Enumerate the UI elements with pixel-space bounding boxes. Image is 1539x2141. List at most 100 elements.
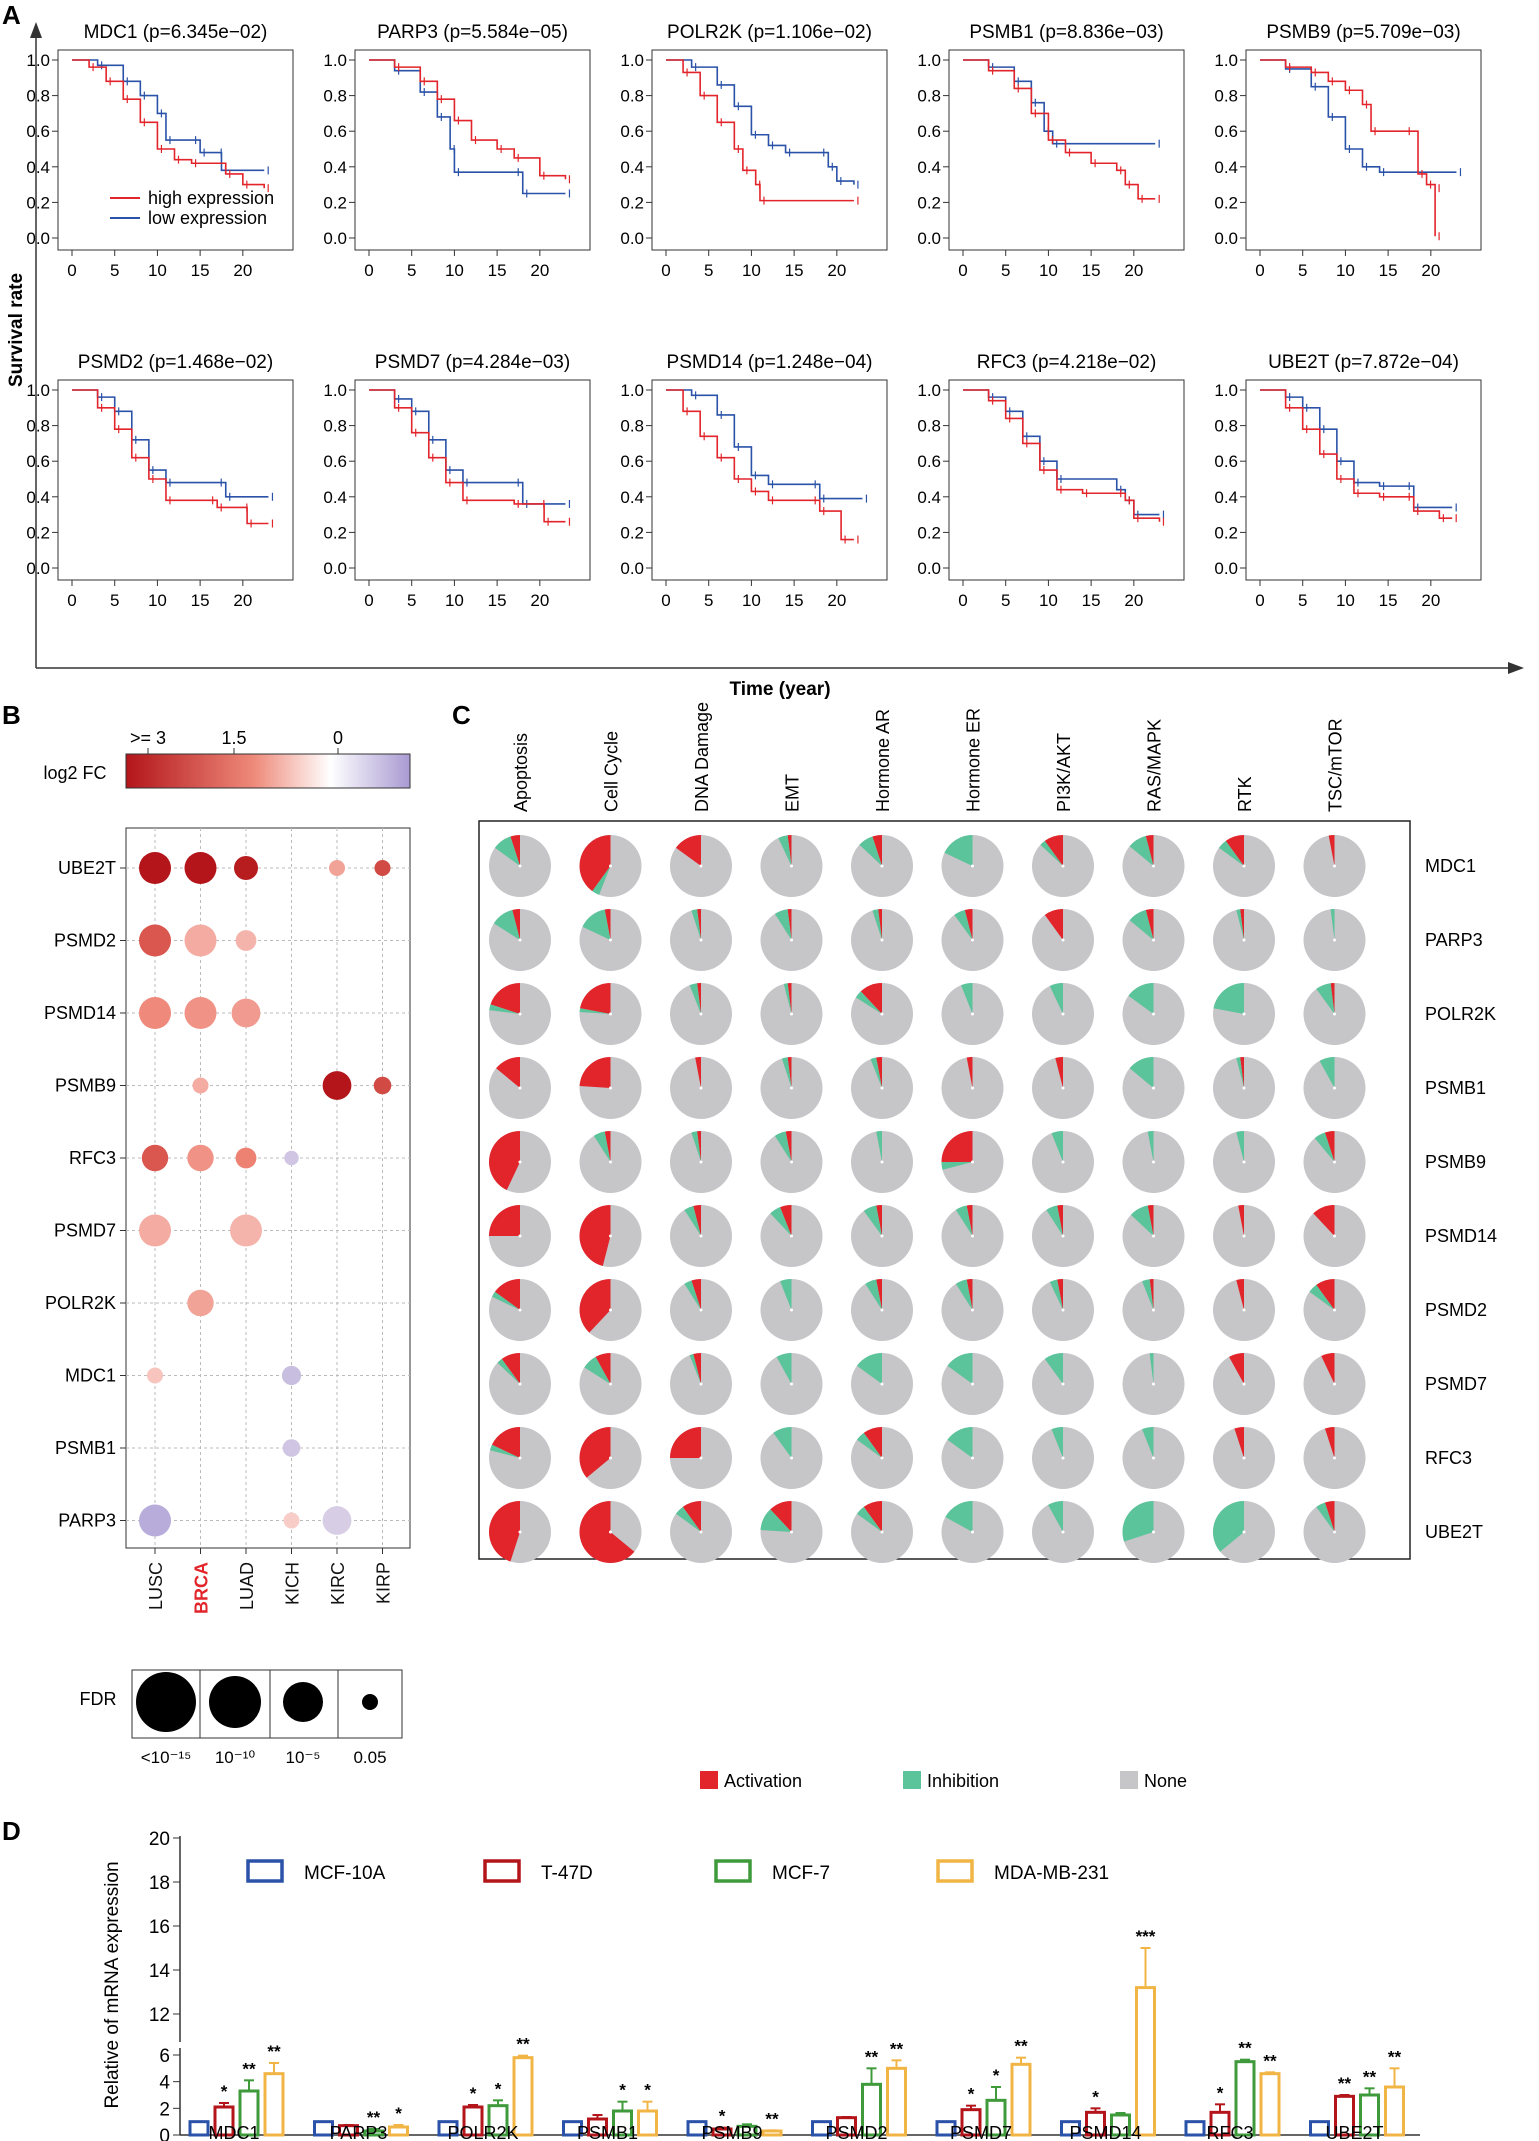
pie-ube2t-7 xyxy=(1122,1501,1185,1563)
pie-center-dot xyxy=(609,864,612,868)
survival-plot-frame xyxy=(1245,49,1482,251)
pie-center-dot xyxy=(1333,1456,1336,1460)
pathway-label: EMT xyxy=(783,774,803,812)
pie-polr2k-2 xyxy=(670,983,732,1045)
bubble-mdc1-kich xyxy=(281,1365,302,1386)
pie-center-dot xyxy=(971,1160,974,1164)
category-axis-label-mdc1: MDC1 xyxy=(208,2123,259,2141)
pie-activation-slice xyxy=(1330,983,1335,1014)
pie-activation-slice xyxy=(691,1279,701,1310)
pie-activation-slice xyxy=(1240,909,1244,940)
pie-center-dot xyxy=(1152,1234,1155,1238)
y-tick-label: 0.6 xyxy=(26,452,50,471)
pie-polr2k-0 xyxy=(489,983,551,1045)
pie-activation-slice xyxy=(876,1279,882,1310)
pie-inhibition-slice xyxy=(865,1279,882,1310)
pie-inhibition-slice xyxy=(1129,835,1154,866)
pie-inhibition-slice xyxy=(1314,1132,1335,1162)
cancer-label-brca: BRCA xyxy=(192,1562,212,1614)
pie-psmd7-6 xyxy=(1032,1353,1094,1415)
x-tick-label: 10 xyxy=(148,591,167,610)
y-tick-label: 0.2 xyxy=(1214,193,1238,212)
pie-ube2t-4 xyxy=(851,1501,913,1563)
legend-label-none: None xyxy=(1144,1771,1187,1791)
pie-center-dot xyxy=(1061,1382,1065,1386)
y-tick-label: 0.8 xyxy=(26,417,50,436)
x-tick-label: 5 xyxy=(1298,261,1307,280)
pie-parp3-7 xyxy=(1122,908,1185,971)
y-tick-label: 0.0 xyxy=(1214,229,1238,248)
pie-activation-slice xyxy=(863,1501,882,1532)
pie-inhibition-slice xyxy=(1147,1131,1154,1162)
pie-activation-slice xyxy=(1234,1427,1244,1458)
pie-inhibition-slice xyxy=(941,1162,973,1170)
legend-swatch-none xyxy=(1120,1771,1138,1789)
pie-inhibition-slice xyxy=(876,1131,882,1162)
pie-activation-slice xyxy=(876,1205,882,1236)
pie-ube2t-9 xyxy=(1303,1501,1366,1563)
pie-psmd2-7 xyxy=(1122,1279,1185,1341)
pie-center-dot xyxy=(1061,1530,1065,1534)
pie-activation-slice xyxy=(780,1205,792,1236)
pie-center-dot xyxy=(609,1382,612,1386)
y-tick-label: 0.6 xyxy=(1214,122,1238,141)
survival-plot-psmd7: PSMD7 (p=4.284e−03) 0.0 0.2 0.4 0.6 0.8 1.0 0 5 1… xyxy=(323,352,591,610)
fdr-legend-frame xyxy=(131,1669,403,1739)
bar-mcf-10a-psmb1 xyxy=(562,2120,583,2137)
pie-rfc3-2 xyxy=(670,1427,732,1489)
pie-activation-slice xyxy=(878,909,882,940)
pie-center-dot xyxy=(880,1234,884,1238)
pie-center-dot xyxy=(1333,1012,1336,1016)
pie-center-dot xyxy=(880,1160,884,1164)
survival-plot-frame xyxy=(354,379,591,581)
pie-activation-slice xyxy=(1145,908,1154,940)
bubble-rfc3-kich xyxy=(284,1150,299,1166)
bar-mda-mb-231-psmd2 xyxy=(886,2066,907,2137)
bar-mda-mb-231-parp3 xyxy=(388,2125,409,2137)
pie-psmb9-4 xyxy=(851,1131,913,1193)
significance-label: ** xyxy=(1263,2051,1277,2070)
x-tick-label: 5 xyxy=(407,591,416,610)
pie-inhibition-slice xyxy=(1218,840,1244,866)
pie-inhibition-slice xyxy=(944,835,973,866)
legend-low-label: low expression xyxy=(148,208,267,228)
category-axis-label-psmb9: PSMB9 xyxy=(701,2123,762,2141)
pie-rfc3-3 xyxy=(760,1427,823,1489)
high-expression-curve xyxy=(963,59,1156,200)
survival-plot-frame xyxy=(57,49,294,251)
pie-inhibition-slice xyxy=(1051,1427,1063,1458)
cancer-label-lusc: LUSC xyxy=(146,1562,166,1610)
bar-mda-mb-231-psmd7 xyxy=(1010,2062,1032,2137)
gene-label-psmd14: PSMD14 xyxy=(44,1003,116,1023)
pie-activation-slice xyxy=(860,983,882,1014)
x-tick-label: 5 xyxy=(110,261,119,280)
pie-polr2k-7 xyxy=(1122,983,1185,1045)
pie-activation-slice xyxy=(489,1205,520,1236)
pie-center-dot xyxy=(699,864,703,868)
survival-plot-title: PSMB9 (p=5.709e−03) xyxy=(1266,22,1460,43)
x-tick-label: 0 xyxy=(364,591,373,610)
pie-center-dot xyxy=(1242,1308,1246,1312)
pie-activation-slice xyxy=(1321,1353,1335,1384)
pie-center-dot xyxy=(1333,1086,1336,1090)
pie-inhibition-slice xyxy=(870,1057,882,1088)
pie-psmd2-9 xyxy=(1303,1279,1366,1341)
pie-activation-slice xyxy=(697,1131,701,1162)
pie-center-dot xyxy=(1061,1456,1065,1460)
pathway-label: TSC/mTOR xyxy=(1326,718,1346,812)
cancer-label-kirc: KIRC xyxy=(328,1562,348,1605)
colorbar-title: log2 FC xyxy=(43,763,106,783)
survival-plot-frame xyxy=(651,379,888,581)
bar-mda-mb-231-rfc3 xyxy=(1259,2072,1281,2137)
y-tick-label: 0.2 xyxy=(917,523,941,542)
x-tick-label: 15 xyxy=(488,261,507,280)
pie-center-dot xyxy=(518,1530,522,1534)
fdr-legend-label: 0.05 xyxy=(353,1748,386,1767)
panel-c-pie-grid: C Apoptosis Cell Cycle DNA Damage EMT Hormon… xyxy=(452,700,1497,1791)
x-tick-label: 10 xyxy=(1039,261,1058,280)
pie-center-dot xyxy=(609,938,612,942)
y-tick-label: 0.6 xyxy=(620,452,644,471)
bubble-ube2t-kirc xyxy=(329,860,345,876)
pie-psmb1-0 xyxy=(489,1057,551,1119)
bubble-psmd7-luad xyxy=(230,1214,262,1247)
